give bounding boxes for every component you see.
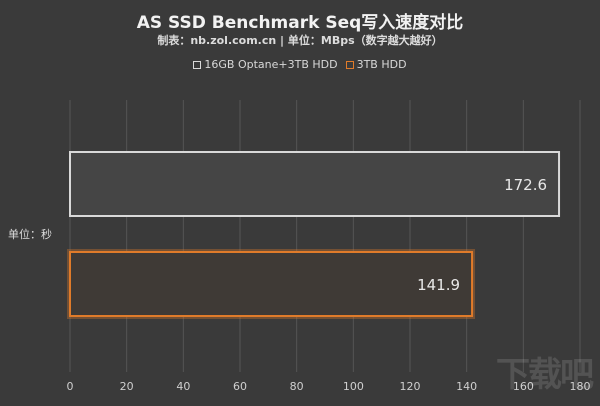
legend-label-hdd: 3TB HDD: [356, 58, 407, 71]
watermark: 下载吧: [496, 355, 594, 395]
legend-swatch-optane: [193, 60, 202, 69]
x-tick-label: 100: [343, 380, 364, 393]
x-tick-label: 0: [67, 380, 74, 393]
x-tick-label: 80: [290, 380, 304, 393]
chart-legend: 16GB Optane+3TB HDD 3TB HDD: [0, 58, 600, 71]
y-axis-label: 单位：秒: [8, 228, 52, 241]
chart-subtitle: 制表：nb.zol.com.cn | 单位：MBps（数字越大越好）: [157, 34, 443, 47]
x-tick-label: 160: [513, 380, 534, 393]
legend-item-hdd: 3TB HDD: [345, 58, 407, 71]
data-label: 172.6: [504, 176, 547, 194]
bar-optane-hdd: [69, 151, 561, 217]
x-tick-label: 60: [233, 380, 247, 393]
x-tick-label: 140: [456, 380, 477, 393]
legend-label-optane: 16GB Optane+3TB HDD: [204, 58, 338, 71]
legend-swatch-hdd: [345, 60, 354, 69]
x-tick-label: 20: [120, 380, 134, 393]
data-label: 141.9: [417, 276, 460, 294]
bar-hdd: [69, 251, 474, 317]
chart-title: AS SSD Benchmark Seq写入速度对比: [136, 13, 464, 33]
bar-glow: [67, 249, 476, 319]
legend-item-optane: 16GB Optane+3TB HDD: [193, 58, 338, 71]
x-tick-label: 180: [570, 380, 591, 393]
x-tick-label: 120: [400, 380, 421, 393]
x-tick-label: 40: [176, 380, 190, 393]
